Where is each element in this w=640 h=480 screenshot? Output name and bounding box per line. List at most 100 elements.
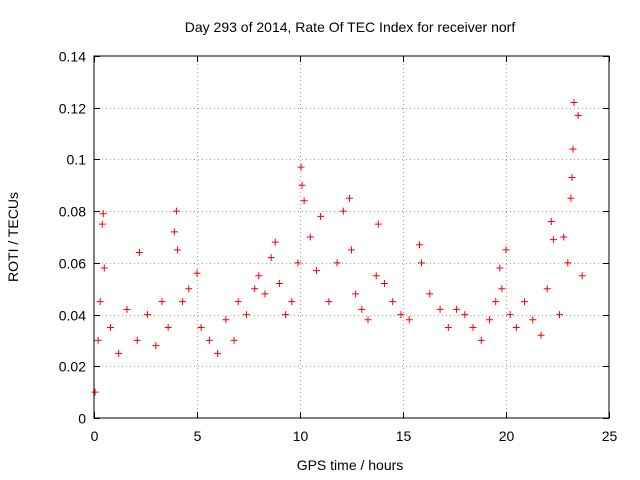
data-point (469, 324, 477, 331)
tick-labels: 0 0.02 0.04 0.06 0.08 0.1 0.12 0.14 0 5 10 15 20 25 (59, 49, 618, 445)
data-point (172, 207, 180, 215)
data-point (158, 298, 166, 306)
y-tick-label: 0 (78, 411, 86, 427)
data-point (222, 316, 230, 324)
grid-layer (94, 56, 609, 418)
data-point (288, 298, 296, 306)
data-point (255, 272, 263, 280)
tick-marks (94, 56, 610, 419)
data-point (173, 246, 181, 254)
data-point (205, 336, 213, 344)
data-point (345, 194, 353, 202)
data-point (261, 290, 269, 298)
data-point (547, 217, 555, 225)
data-point (418, 259, 426, 267)
data-point (405, 316, 413, 324)
data-point (569, 145, 577, 153)
data-point (549, 236, 557, 244)
data-point (521, 298, 529, 306)
data-point (179, 298, 187, 306)
data-point (135, 249, 143, 257)
data-point (98, 220, 106, 228)
data-point (578, 272, 586, 280)
data-point (94, 336, 102, 344)
data-point (325, 298, 333, 306)
data-point (91, 388, 99, 396)
data-point (564, 259, 572, 267)
x-axis-label: GPS time / hours (297, 457, 404, 473)
data-point (492, 298, 500, 306)
data-point (164, 324, 172, 331)
data-point (537, 331, 545, 339)
data-point (461, 311, 469, 319)
data-point (275, 280, 283, 288)
data-point (197, 324, 205, 331)
data-point (312, 267, 320, 275)
data-point (333, 259, 341, 267)
data-point (486, 316, 494, 324)
chart-title: Day 293 of 2014, Rate Of TEC Index for r… (185, 19, 516, 35)
data-point (297, 163, 305, 171)
data-marks (91, 99, 586, 396)
data-point (453, 305, 461, 313)
data-point (170, 228, 178, 236)
data-point (352, 290, 360, 298)
x-tick-label: 25 (602, 428, 618, 444)
data-point (415, 241, 423, 249)
data-point (282, 311, 290, 319)
data-point (298, 181, 306, 189)
data-point (426, 290, 434, 298)
data-point (496, 264, 504, 272)
data-point (230, 336, 238, 344)
data-point (568, 174, 576, 182)
data-point (477, 336, 485, 344)
data-point (567, 194, 575, 202)
data-point (99, 210, 107, 218)
y-tick-label: 0.08 (59, 204, 86, 220)
y-tick-label: 0.06 (59, 256, 86, 272)
data-point (444, 324, 452, 331)
data-point (570, 99, 578, 107)
data-point (339, 207, 347, 215)
data-point (267, 254, 275, 262)
data-point (306, 233, 314, 241)
data-point (193, 269, 201, 277)
data-point (512, 324, 520, 331)
data-point (144, 311, 152, 319)
data-point (506, 311, 514, 319)
data-point (115, 349, 123, 357)
data-point (133, 336, 141, 344)
x-tick-label: 20 (499, 428, 515, 444)
data-point (300, 197, 308, 205)
data-point (529, 316, 537, 324)
data-point (358, 305, 366, 313)
x-tick-label: 5 (194, 428, 202, 444)
y-tick-label: 0.04 (59, 308, 86, 324)
data-point (348, 246, 355, 254)
data-point (185, 285, 193, 293)
x-tick-label: 10 (293, 428, 309, 444)
plot-frame (93, 55, 610, 419)
y-tick-label: 0.1 (67, 152, 87, 168)
data-point (214, 349, 222, 357)
x-tick-label: 0 (91, 428, 99, 444)
data-point (152, 342, 160, 350)
data-point (374, 220, 382, 228)
data-point (436, 305, 444, 313)
data-point (317, 212, 325, 220)
data-point (96, 298, 104, 306)
data-point (271, 238, 279, 246)
data-point (502, 246, 510, 254)
data-point (574, 111, 582, 119)
data-point (389, 298, 397, 306)
data-point (123, 305, 131, 313)
y-tick-label: 0.14 (59, 49, 86, 65)
data-point (242, 311, 250, 319)
data-point (106, 324, 114, 331)
data-point (543, 285, 551, 293)
y-axis-label: ROTI / TECUs (5, 192, 21, 282)
data-point (251, 285, 259, 293)
y-tick-label: 0.12 (59, 101, 86, 117)
